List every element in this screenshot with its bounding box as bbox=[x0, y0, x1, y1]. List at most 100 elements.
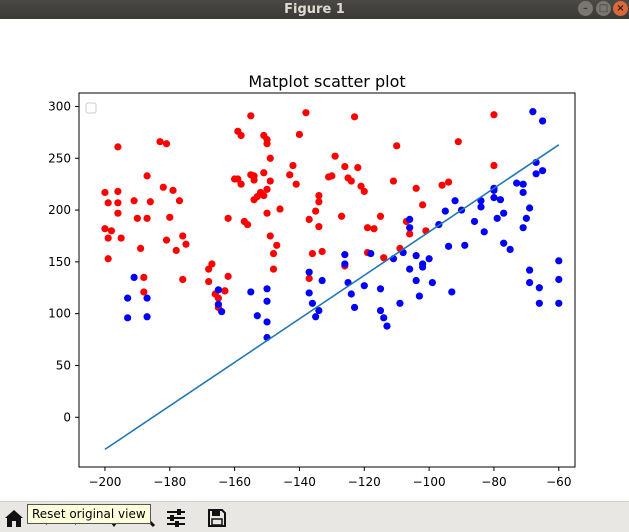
blue-point bbox=[396, 299, 404, 307]
blue-point bbox=[367, 249, 375, 258]
blue-point bbox=[425, 255, 433, 263]
blue-point bbox=[143, 294, 151, 302]
home-button[interactable] bbox=[0, 505, 28, 531]
red-point bbox=[360, 187, 368, 196]
tooltip: Reset original view bbox=[27, 504, 151, 524]
red-point bbox=[179, 232, 187, 240]
minimize-button[interactable]: – bbox=[578, 1, 593, 16]
blue-point bbox=[555, 275, 563, 284]
red-point bbox=[347, 177, 355, 185]
blue-point bbox=[428, 278, 436, 287]
blue-point bbox=[490, 194, 498, 202]
scatter-plot: Matplot scatter plot −200 −180 −160 −140 −12… bbox=[48, 72, 576, 489]
blue-point bbox=[419, 263, 427, 271]
red-point bbox=[205, 277, 213, 286]
blue-point bbox=[214, 286, 222, 294]
y-tick-label: 50 bbox=[56, 358, 71, 372]
blue-point bbox=[350, 303, 359, 312]
red-point bbox=[350, 113, 359, 121]
subplots-button[interactable] bbox=[162, 505, 190, 531]
red-point bbox=[295, 130, 304, 139]
red-point bbox=[237, 180, 245, 188]
red-point bbox=[101, 225, 109, 233]
red-point bbox=[104, 234, 112, 242]
blue-point bbox=[376, 285, 385, 293]
red-point bbox=[182, 240, 190, 248]
red-point bbox=[315, 198, 323, 206]
red-point bbox=[419, 201, 427, 209]
red-point bbox=[234, 175, 242, 183]
red-point bbox=[389, 177, 398, 185]
red-point bbox=[308, 249, 317, 258]
red-point bbox=[221, 287, 229, 295]
blue-point bbox=[526, 278, 534, 287]
red-point bbox=[146, 198, 154, 206]
red-point bbox=[237, 131, 245, 140]
blue-point bbox=[448, 288, 456, 296]
red-point bbox=[260, 191, 268, 200]
red-point bbox=[406, 230, 414, 238]
save-button[interactable] bbox=[203, 505, 231, 531]
blue-point bbox=[360, 282, 368, 290]
red-point bbox=[312, 207, 320, 215]
red-point bbox=[269, 249, 278, 258]
blue-point bbox=[305, 268, 313, 276]
blue-point bbox=[496, 196, 505, 204]
red-point bbox=[302, 109, 310, 117]
red-point bbox=[140, 273, 148, 282]
red-point bbox=[341, 162, 349, 171]
blue-point bbox=[470, 217, 479, 226]
red-point bbox=[104, 199, 112, 207]
x-tick-label: −80 bbox=[481, 475, 506, 489]
y-tick-label: 200 bbox=[48, 203, 71, 217]
blue-point bbox=[376, 306, 385, 315]
red-point bbox=[315, 223, 323, 231]
red-point bbox=[266, 232, 274, 240]
red-point bbox=[380, 254, 388, 262]
blue-point bbox=[124, 294, 132, 302]
red-point bbox=[208, 260, 216, 268]
red-point bbox=[454, 138, 462, 146]
blue-point bbox=[519, 224, 527, 232]
red-point bbox=[305, 215, 313, 223]
blue-point bbox=[214, 300, 222, 308]
red-point bbox=[315, 191, 323, 200]
red-point bbox=[140, 288, 148, 296]
blue-point bbox=[555, 299, 563, 307]
red-point bbox=[260, 169, 268, 177]
blue-point bbox=[477, 203, 485, 211]
y-tick-label: 100 bbox=[48, 307, 71, 321]
blue-point bbox=[519, 180, 527, 188]
red-point bbox=[354, 163, 362, 172]
blue-point bbox=[444, 242, 453, 250]
x-tick-label: −200 bbox=[88, 475, 121, 489]
blue-point bbox=[380, 314, 388, 322]
blue-point bbox=[500, 239, 508, 247]
red-point bbox=[243, 220, 252, 229]
blue-point bbox=[513, 179, 521, 187]
red-point bbox=[263, 185, 271, 193]
x-tick-label: −180 bbox=[153, 475, 186, 489]
y-tick-label: 300 bbox=[48, 99, 71, 113]
close-button[interactable]: × bbox=[613, 1, 628, 16]
maximize-button[interactable]: □ bbox=[596, 1, 611, 16]
window-titlebar: Figure 1 – □ × bbox=[0, 0, 629, 19]
axes-frame bbox=[78, 92, 576, 468]
x-tick-label: −160 bbox=[218, 475, 251, 489]
red-point bbox=[328, 172, 336, 180]
blue-point bbox=[526, 204, 534, 212]
x-tick-label: −100 bbox=[413, 475, 446, 489]
blue-point bbox=[555, 257, 563, 265]
red-point bbox=[370, 225, 378, 233]
red-point bbox=[263, 140, 271, 148]
blue-point bbox=[526, 266, 534, 274]
red-point bbox=[376, 212, 385, 220]
legend-box bbox=[85, 102, 97, 114]
red-point bbox=[156, 138, 164, 146]
red-point bbox=[224, 214, 232, 222]
red-point bbox=[214, 294, 222, 302]
red-point bbox=[162, 236, 171, 244]
chart-title: Matplot scatter plot bbox=[248, 72, 405, 91]
red-point bbox=[143, 172, 151, 180]
red-point bbox=[130, 197, 138, 205]
